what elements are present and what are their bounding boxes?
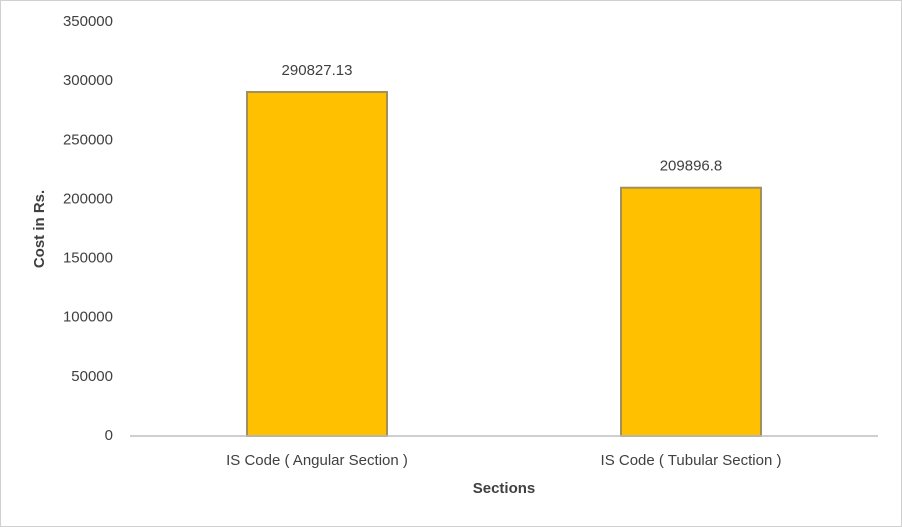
y-tick-label: 0: [105, 427, 113, 444]
y-tick-label: 350000: [63, 13, 113, 30]
data-label: 209896.8: [660, 158, 723, 175]
bar: [619, 186, 763, 437]
x-axis-title: Sections: [473, 480, 536, 497]
x-tick-label: IS Code ( Angular Section ): [226, 452, 408, 469]
y-tick-label: 100000: [63, 309, 113, 326]
y-axis-title: Cost in Rs.: [31, 190, 48, 268]
y-tick-label: 50000: [71, 368, 113, 385]
y-tick-label: 300000: [63, 72, 113, 89]
bar: [245, 90, 389, 438]
data-label: 290827.13: [282, 62, 353, 79]
y-tick-label: 150000: [63, 250, 113, 267]
x-tick-label: IS Code ( Tubular Section ): [601, 452, 782, 469]
y-tick-label: 250000: [63, 131, 113, 148]
y-tick-label: 200000: [63, 190, 113, 207]
